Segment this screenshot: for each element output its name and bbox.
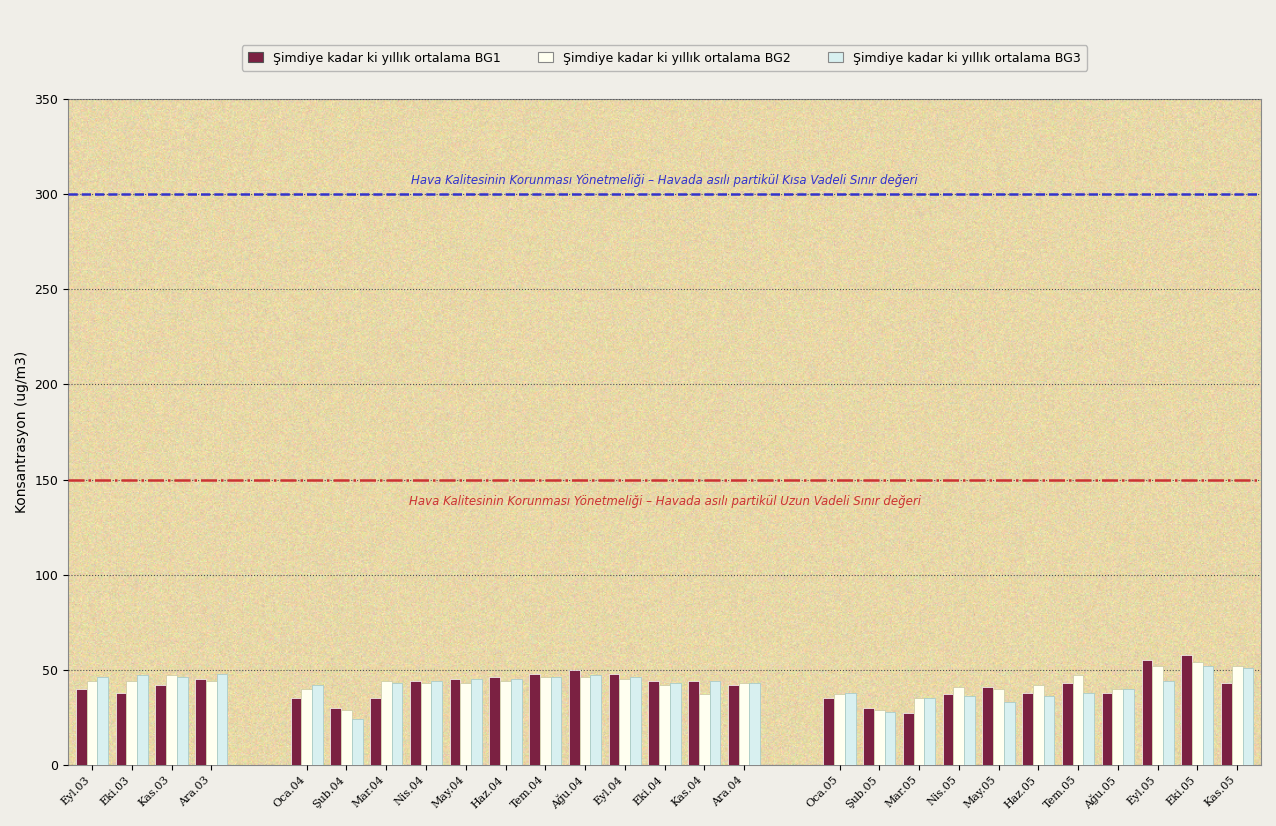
Y-axis label: Konsantrasyon (ug/m3): Konsantrasyon (ug/m3) [15, 351, 29, 513]
Bar [1083, 692, 1095, 765]
Bar [341, 710, 352, 765]
Bar [380, 681, 392, 765]
Bar [551, 677, 561, 765]
Bar [823, 698, 835, 765]
Bar [1243, 668, 1253, 765]
Bar [1101, 692, 1113, 765]
Bar [874, 710, 884, 765]
Bar [116, 692, 126, 765]
Bar [410, 681, 421, 765]
Bar [301, 689, 313, 765]
Bar [569, 670, 579, 765]
Bar [540, 677, 551, 765]
Bar [993, 689, 1004, 765]
Bar [530, 673, 540, 765]
Bar [648, 681, 660, 765]
Bar [1044, 696, 1054, 765]
Bar [591, 676, 601, 765]
Bar [903, 714, 914, 765]
Bar [688, 681, 699, 765]
Bar [352, 719, 362, 765]
Bar [943, 695, 953, 765]
Bar [579, 677, 591, 765]
Bar [313, 685, 323, 765]
Bar [1004, 702, 1014, 765]
Bar [75, 689, 87, 765]
Bar [510, 679, 522, 765]
Bar [205, 681, 217, 765]
Bar [1221, 683, 1231, 765]
Bar [156, 685, 166, 765]
Bar [660, 685, 670, 765]
Bar [884, 711, 896, 765]
Bar [709, 681, 721, 765]
Bar [1162, 681, 1174, 765]
Bar [370, 698, 380, 765]
Bar [195, 679, 205, 765]
Bar [924, 698, 935, 765]
Legend: Şimdiye kadar ki yıllık ortalama BG1, Şimdiye kadar ki yıllık ortalama BG2, Şimd: Şimdiye kadar ki yıllık ortalama BG1, Şi… [241, 45, 1087, 71]
Bar [392, 683, 402, 765]
Bar [126, 681, 137, 765]
Bar [421, 683, 431, 765]
Bar [1062, 683, 1073, 765]
Bar [1192, 662, 1203, 765]
Bar [1152, 666, 1162, 765]
Bar [137, 676, 148, 765]
Bar [749, 683, 760, 765]
Bar [87, 681, 97, 765]
Bar [965, 696, 975, 765]
Bar [1022, 692, 1034, 765]
Bar [217, 673, 227, 765]
Bar [983, 687, 993, 765]
Bar [729, 685, 739, 765]
Bar [670, 683, 680, 765]
Bar [835, 695, 845, 765]
Bar [1142, 660, 1152, 765]
Bar [1123, 689, 1134, 765]
Bar [449, 679, 461, 765]
Bar [1231, 666, 1243, 765]
Bar [330, 708, 341, 765]
Bar [431, 681, 441, 765]
Bar [699, 695, 709, 765]
Bar [863, 708, 874, 765]
Bar [914, 698, 924, 765]
Bar [97, 677, 108, 765]
Bar [1182, 654, 1192, 765]
Bar [177, 677, 188, 765]
Bar [1073, 676, 1083, 765]
Bar [1203, 666, 1213, 765]
Bar [609, 673, 619, 765]
Text: Hava Kalitesinin Korunması Yönetmeliği – Havada asılı partikül Uzun Vadeli Sınır: Hava Kalitesinin Korunması Yönetmeliği –… [408, 495, 920, 508]
Bar [166, 676, 177, 765]
Bar [490, 677, 500, 765]
Bar [461, 683, 471, 765]
Bar [619, 679, 630, 765]
Bar [500, 681, 510, 765]
Bar [291, 698, 301, 765]
Bar [1113, 689, 1123, 765]
Bar [845, 692, 856, 765]
Bar [1034, 685, 1044, 765]
Bar [630, 677, 641, 765]
Bar [953, 687, 965, 765]
Bar [471, 679, 482, 765]
Text: Hava Kalitesinin Korunması Yönetmeliği – Havada asılı partikül Kısa Vadeli Sınır: Hava Kalitesinin Korunması Yönetmeliği –… [411, 173, 917, 187]
Bar [739, 683, 749, 765]
